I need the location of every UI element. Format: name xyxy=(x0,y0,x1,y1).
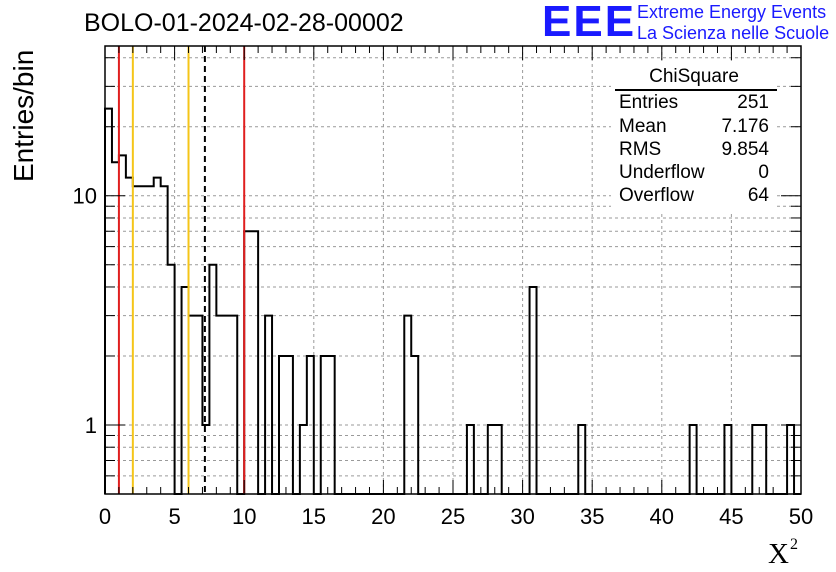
y-axis-label: Entries/bin xyxy=(8,49,39,182)
stats-label: Entries xyxy=(619,92,679,113)
stats-label: Underflow xyxy=(619,162,705,183)
stats-box: ChiSquare Entries 251 Mean 7.176 RMS 9.8… xyxy=(611,64,777,211)
stats-label: RMS xyxy=(619,139,662,160)
stats-value: 9.854 xyxy=(721,139,769,160)
stats-value: 64 xyxy=(747,185,769,206)
x-tick-label: 5 xyxy=(168,504,180,529)
x-tick-label: 25 xyxy=(441,504,465,529)
x-tick-label: 20 xyxy=(371,504,395,529)
stats-row-underflow: Underflow 0 xyxy=(619,162,769,184)
stats-row-entries: Entries 251 xyxy=(619,92,769,114)
x-axis-label-exponent: 2 xyxy=(789,536,798,553)
stats-value: 7.176 xyxy=(721,116,769,137)
stats-separator xyxy=(615,89,777,91)
logo-caption-line2: La Scienza nelle Scuole xyxy=(637,23,830,43)
x-tick-label: 45 xyxy=(719,504,743,529)
y-tick-label: 1 xyxy=(85,413,97,438)
stats-value: 251 xyxy=(737,92,769,113)
x-tick-label: 50 xyxy=(789,504,813,529)
y-tick-label: 10 xyxy=(73,184,97,209)
x-tick-label: 30 xyxy=(510,504,534,529)
stats-value: 0 xyxy=(758,162,769,183)
x-tick-label: 0 xyxy=(99,504,111,529)
eee-logo: EEE xyxy=(542,0,637,46)
x-tick-label: 15 xyxy=(302,504,326,529)
x-axis-label: X2 xyxy=(768,536,798,571)
stats-row-overflow: Overflow 64 xyxy=(619,185,769,207)
stats-title: ChiSquare xyxy=(649,66,739,87)
chart-title: BOLO-01-2024-02-28-00002 xyxy=(84,9,404,37)
x-tick-label: 10 xyxy=(232,504,256,529)
stats-row-rms: RMS 9.854 xyxy=(619,139,769,161)
stats-label: Overflow xyxy=(619,185,694,206)
logo-caption-line1: Extreme Energy Events xyxy=(637,2,827,22)
x-tick-label: 35 xyxy=(580,504,604,529)
x-tick-label: 40 xyxy=(650,504,674,529)
stats-row-mean: Mean 7.176 xyxy=(619,116,769,138)
stats-label: Mean xyxy=(619,116,667,137)
x-axis-label-text: X xyxy=(768,538,789,570)
